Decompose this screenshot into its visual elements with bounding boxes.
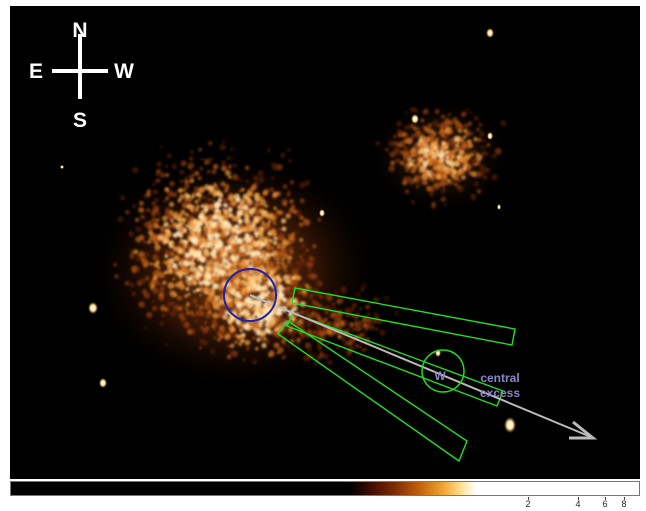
point-source bbox=[319, 209, 325, 217]
compass-west: W bbox=[114, 60, 134, 83]
compass-east: E bbox=[29, 60, 43, 83]
excess-label-line2: excess bbox=[480, 386, 520, 400]
colorbar-tick-label: 8 bbox=[621, 499, 627, 509]
colorbar-tick-label: 6 bbox=[602, 499, 608, 509]
sector-region-lower bbox=[276, 320, 468, 463]
region-label-w: W bbox=[434, 369, 446, 383]
compass-north: N bbox=[72, 19, 87, 42]
sector-region-upper bbox=[291, 287, 516, 346]
point-source bbox=[88, 302, 98, 314]
color-scale-bar bbox=[10, 481, 640, 496]
colorbar-tick-label: 4 bbox=[575, 499, 581, 509]
point-source bbox=[60, 165, 64, 169]
point-source bbox=[99, 378, 107, 388]
compass-south: S bbox=[73, 109, 87, 132]
emission-speckles bbox=[113, 106, 507, 372]
color-scale-ticks: 2 4 6 8 bbox=[10, 497, 640, 511]
compass-rose: N S E W bbox=[29, 19, 134, 132]
point-source bbox=[504, 417, 516, 433]
direction-arrow bbox=[249, 294, 598, 440]
point-sources bbox=[60, 28, 516, 433]
central-excess-circle bbox=[421, 349, 465, 393]
sky-image-panel: N S E W W central excess bbox=[10, 6, 640, 479]
center-circle-region bbox=[223, 268, 277, 322]
point-source bbox=[497, 204, 501, 210]
colorbar-tick-label: 2 bbox=[525, 499, 531, 509]
excess-label-line1: central bbox=[480, 371, 519, 385]
sector-regions bbox=[276, 287, 516, 463]
point-source bbox=[486, 28, 494, 38]
xray-image: N S E W W central excess bbox=[10, 6, 640, 479]
point-source bbox=[411, 114, 419, 124]
point-source bbox=[487, 132, 493, 140]
